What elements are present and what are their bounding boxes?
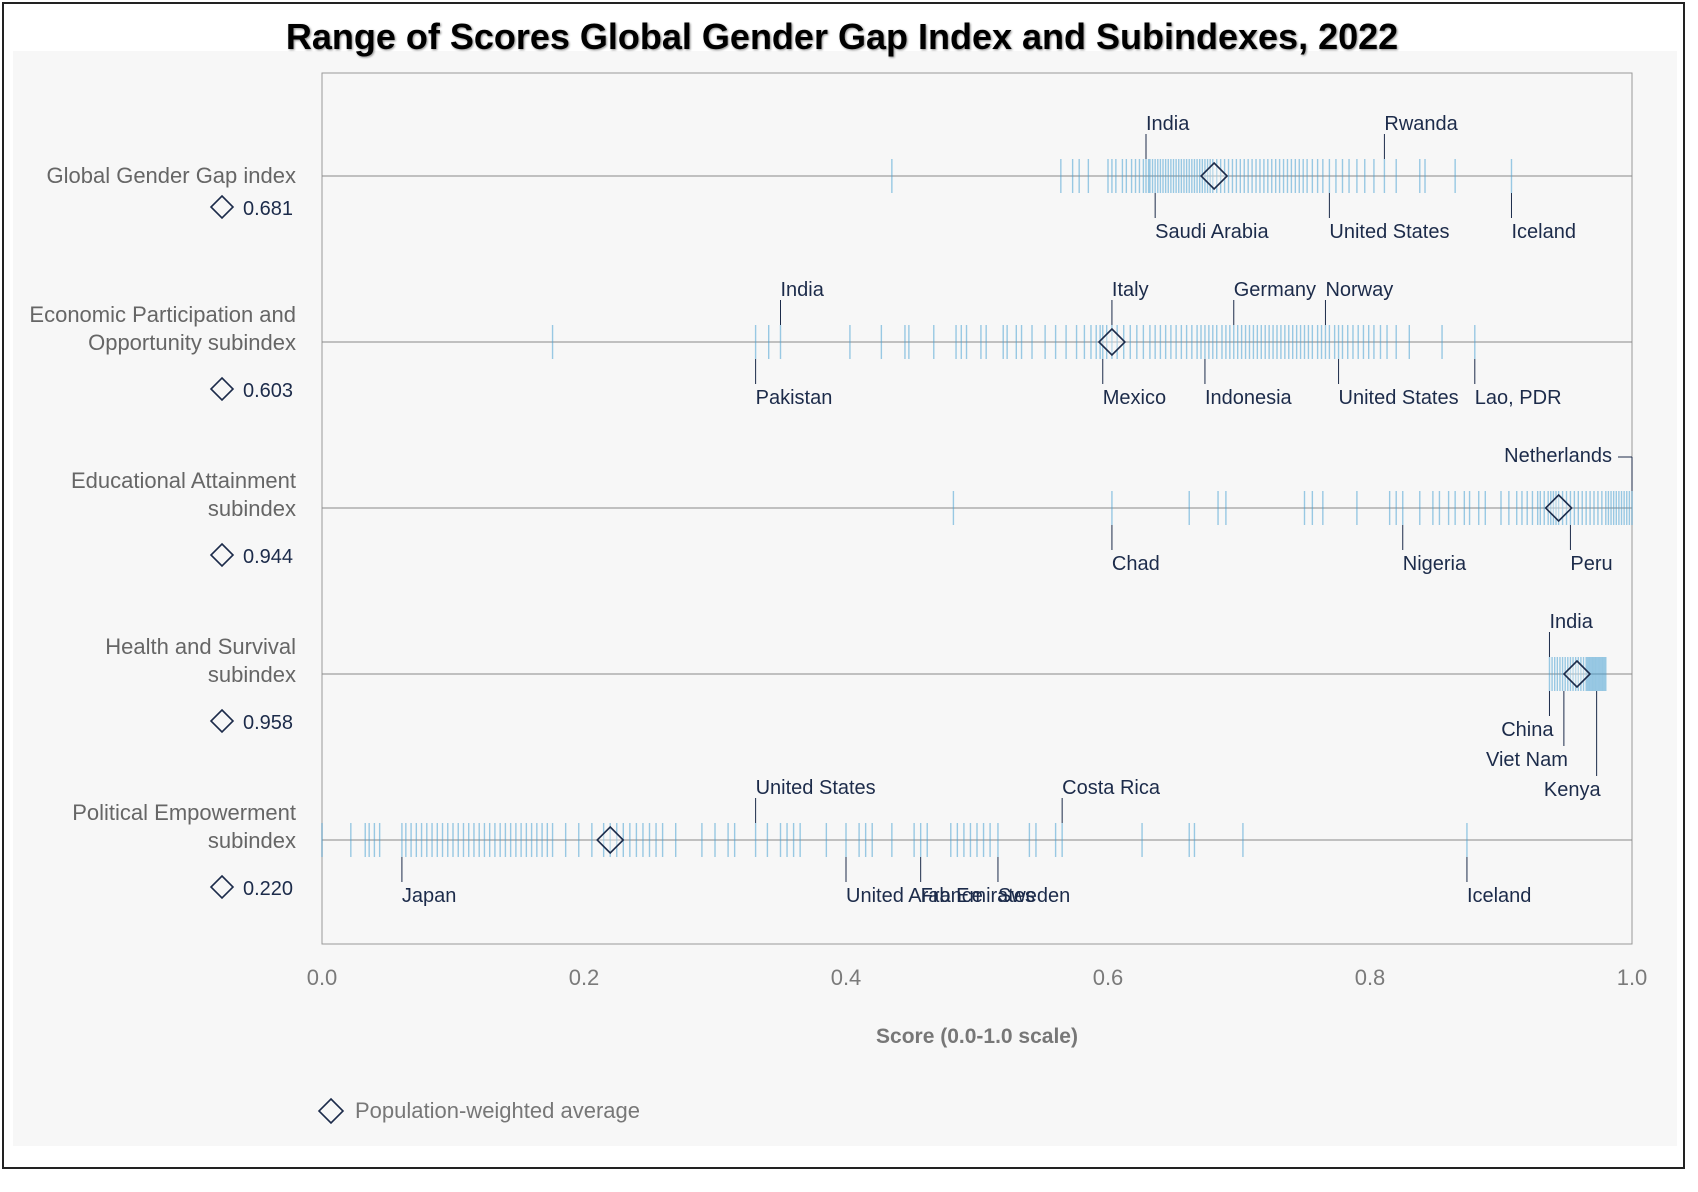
- country-annotation: United Arab Emirates: [846, 885, 1035, 907]
- average-marker: [1562, 659, 1592, 689]
- row-label: Economic Participation and: [29, 302, 296, 327]
- average-legend-icon: [209, 194, 235, 220]
- country-annotation: Rwanda: [1384, 113, 1458, 135]
- chart-title: Range of Scores Global Gender Gap Index …: [285, 16, 1399, 57]
- row-label: subindex: [208, 662, 296, 687]
- country-annotation: China: [1501, 719, 1554, 741]
- average-legend-icon: [209, 874, 235, 900]
- row-label: Political Empowerment: [72, 800, 296, 825]
- country-annotation: United States: [1339, 387, 1459, 409]
- row-label: subindex: [208, 496, 296, 521]
- x-tick-label: 0.6: [1093, 965, 1124, 990]
- country-annotation: Peru: [1570, 553, 1612, 575]
- country-annotation: Kenya: [1544, 779, 1602, 801]
- country-annotation: Pakistan: [756, 387, 833, 409]
- country-annotation: Indonesia: [1205, 387, 1293, 409]
- average-legend-icon: [209, 542, 235, 568]
- row-label: subindex: [208, 828, 296, 853]
- average-value-label: 0.603: [243, 380, 293, 402]
- country-annotation: India: [1549, 611, 1593, 633]
- country-annotation: Iceland: [1467, 885, 1532, 907]
- row-label: Global Gender Gap index: [47, 163, 297, 188]
- country-annotation: Nigeria: [1403, 553, 1467, 575]
- country-annotation: Japan: [402, 885, 457, 907]
- country-annotation: India: [1146, 113, 1190, 135]
- chart-panel: [13, 51, 1677, 1146]
- x-axis-label: Score (0.0-1.0 scale): [876, 1025, 1078, 1048]
- x-tick-label: 1.0: [1617, 965, 1648, 990]
- country-annotation: France: [921, 885, 983, 907]
- row-label: Educational Attainment: [71, 468, 296, 493]
- country-annotation: Sweden: [998, 885, 1070, 907]
- country-annotation: Chad: [1112, 553, 1160, 575]
- average-marker: [1544, 493, 1573, 523]
- average-value-label: 0.681: [243, 198, 293, 220]
- country-annotation: Viet Nam: [1486, 749, 1568, 771]
- x-tick-label: 0.2: [569, 965, 600, 990]
- country-annotation: Norway: [1325, 279, 1393, 301]
- average-legend-icon: [209, 376, 235, 402]
- country-annotation: Netherlands: [1504, 445, 1612, 467]
- country-annotation: India: [781, 279, 825, 301]
- country-annotation: Mexico: [1103, 387, 1166, 409]
- average-value-label: 0.944: [243, 546, 293, 568]
- chart-frame: [2, 2, 1685, 1169]
- country-annotation: Costa Rica: [1062, 777, 1161, 799]
- x-tick-label: 0.4: [831, 965, 862, 990]
- average-marker: [596, 825, 625, 855]
- country-annotation: Lao, PDR: [1475, 387, 1562, 409]
- average-legend-icon: [209, 708, 235, 734]
- x-tick-label: 0.0: [307, 965, 338, 990]
- average-value-label: 0.220: [243, 878, 293, 900]
- country-annotation: United States: [756, 777, 876, 799]
- country-annotation: Italy: [1112, 279, 1149, 301]
- legend-label: Population-weighted average: [355, 1098, 640, 1123]
- legend-diamond-icon: [317, 1097, 345, 1125]
- x-tick-label: 0.8: [1355, 965, 1386, 990]
- row-label: Health and Survival: [105, 634, 296, 659]
- country-annotation: United States: [1329, 221, 1449, 243]
- average-marker: [1097, 327, 1127, 357]
- row-label: Opportunity subindex: [88, 330, 296, 355]
- country-annotation: Germany: [1234, 279, 1316, 301]
- average-value-label: 0.958: [243, 712, 293, 734]
- country-annotation: Saudi Arabia: [1155, 221, 1269, 243]
- country-annotation: Iceland: [1511, 221, 1576, 243]
- average-marker: [1199, 161, 1229, 191]
